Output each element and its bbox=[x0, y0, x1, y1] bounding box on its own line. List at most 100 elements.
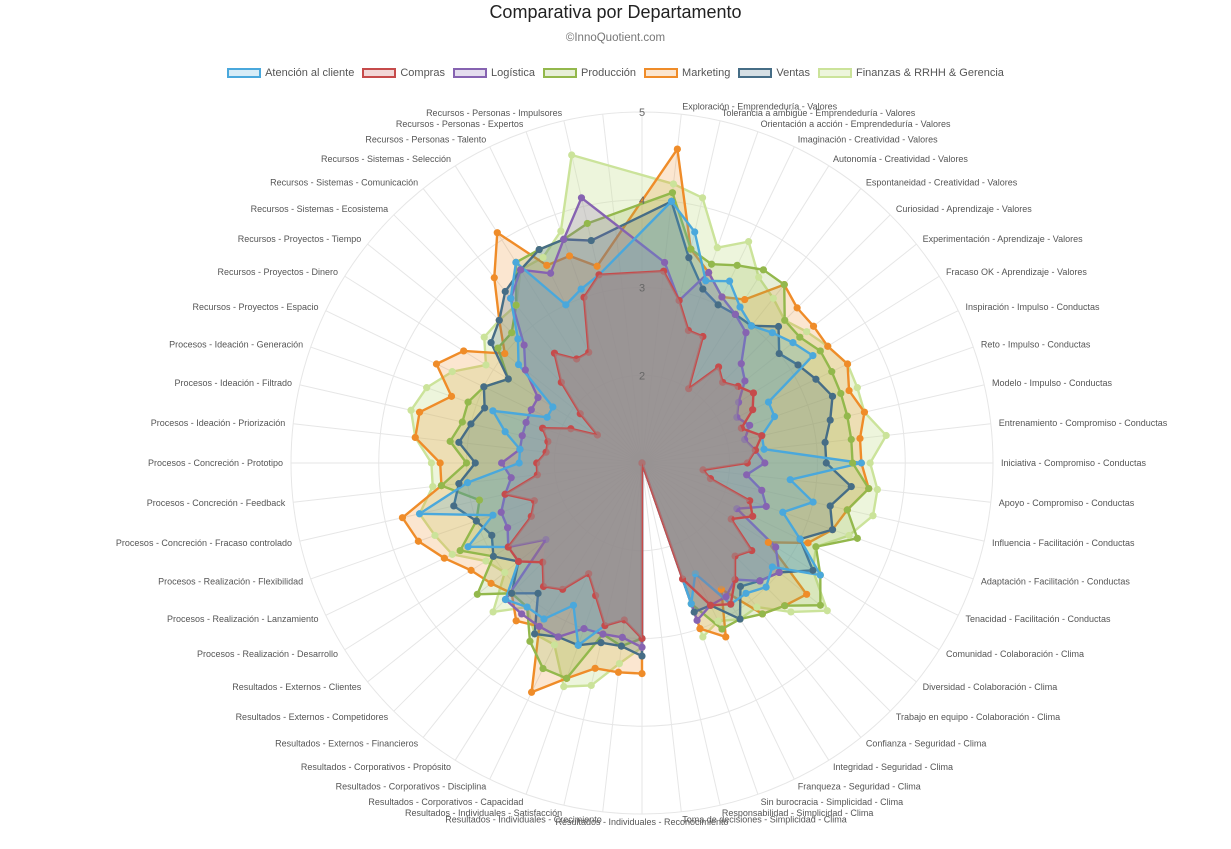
data-point[interactable] bbox=[432, 360, 441, 368]
data-point[interactable] bbox=[873, 485, 882, 494]
data-point[interactable] bbox=[534, 394, 542, 402]
data-point[interactable] bbox=[501, 428, 509, 436]
data-point[interactable] bbox=[804, 539, 812, 547]
data-point[interactable] bbox=[693, 616, 701, 624]
data-point[interactable] bbox=[448, 550, 456, 558]
data-point[interactable] bbox=[494, 344, 502, 352]
data-point[interactable] bbox=[816, 347, 824, 355]
data-point[interactable] bbox=[554, 633, 562, 641]
data-point[interactable] bbox=[761, 459, 769, 467]
data-point[interactable] bbox=[574, 641, 582, 649]
data-point[interactable] bbox=[696, 625, 704, 633]
data-point[interactable] bbox=[512, 258, 520, 266]
data-point[interactable] bbox=[781, 602, 789, 610]
data-point[interactable] bbox=[758, 486, 766, 494]
data-point[interactable] bbox=[526, 637, 534, 645]
data-point[interactable] bbox=[638, 643, 646, 651]
data-point[interactable] bbox=[769, 294, 777, 302]
data-point[interactable] bbox=[471, 459, 479, 467]
data-point[interactable] bbox=[660, 258, 669, 267]
data-point[interactable] bbox=[560, 683, 568, 691]
data-point[interactable] bbox=[569, 601, 578, 609]
data-point[interactable] bbox=[853, 534, 861, 542]
data-point[interactable] bbox=[743, 471, 751, 479]
data-point[interactable] bbox=[615, 659, 624, 668]
data-point[interactable] bbox=[749, 389, 758, 397]
data-point[interactable] bbox=[458, 418, 466, 426]
data-point[interactable] bbox=[745, 238, 753, 246]
data-point[interactable] bbox=[856, 434, 864, 443]
data-point[interactable] bbox=[489, 511, 497, 519]
data-point[interactable] bbox=[489, 608, 497, 616]
data-point[interactable] bbox=[527, 406, 535, 414]
data-point[interactable] bbox=[583, 219, 591, 228]
data-point[interactable] bbox=[577, 194, 586, 202]
data-point[interactable] bbox=[577, 285, 585, 293]
data-point[interactable] bbox=[736, 303, 744, 311]
data-point[interactable] bbox=[741, 295, 749, 304]
data-point[interactable] bbox=[667, 197, 676, 206]
data-point[interactable] bbox=[515, 459, 523, 467]
data-point[interactable] bbox=[747, 322, 756, 330]
legend-item[interactable]: Finanzas & RRHH & Gerencia bbox=[817, 67, 1004, 79]
data-point[interactable] bbox=[669, 180, 678, 188]
data-point[interactable] bbox=[793, 304, 801, 312]
data-point[interactable] bbox=[480, 383, 488, 391]
data-point[interactable] bbox=[482, 557, 490, 565]
data-point[interactable] bbox=[775, 349, 783, 358]
data-point[interactable] bbox=[746, 421, 754, 429]
data-point[interactable] bbox=[446, 437, 454, 445]
data-point[interactable] bbox=[803, 590, 811, 598]
data-point[interactable] bbox=[759, 266, 767, 274]
data-point[interactable] bbox=[699, 633, 707, 641]
data-point[interactable] bbox=[501, 595, 510, 604]
data-point[interactable] bbox=[847, 435, 855, 444]
data-point[interactable] bbox=[480, 333, 488, 341]
data-point[interactable] bbox=[742, 329, 750, 337]
data-point[interactable] bbox=[464, 398, 472, 406]
data-point[interactable] bbox=[849, 459, 857, 467]
data-point[interactable] bbox=[725, 277, 734, 285]
data-point[interactable] bbox=[543, 413, 551, 421]
data-point[interactable] bbox=[447, 392, 456, 400]
data-point[interactable] bbox=[565, 252, 574, 260]
data-point[interactable] bbox=[518, 610, 526, 618]
data-point[interactable] bbox=[504, 375, 512, 383]
data-point[interactable] bbox=[437, 481, 446, 490]
data-point[interactable] bbox=[847, 482, 855, 491]
data-point[interactable] bbox=[436, 459, 444, 467]
data-point[interactable] bbox=[821, 438, 829, 446]
legend-item[interactable]: Compras bbox=[362, 67, 445, 79]
data-point[interactable] bbox=[826, 416, 834, 424]
data-point[interactable] bbox=[713, 244, 721, 252]
data-point[interactable] bbox=[809, 498, 817, 506]
data-point[interactable] bbox=[517, 266, 525, 274]
data-point[interactable] bbox=[560, 235, 568, 243]
data-point[interactable] bbox=[772, 543, 780, 551]
data-point[interactable] bbox=[593, 262, 601, 270]
data-point[interactable] bbox=[857, 459, 865, 467]
data-point[interactable] bbox=[702, 277, 710, 285]
data-point[interactable] bbox=[843, 412, 851, 420]
data-point[interactable] bbox=[464, 543, 472, 551]
data-point[interactable] bbox=[475, 496, 484, 504]
data-point[interactable] bbox=[495, 316, 503, 324]
data-point[interactable] bbox=[749, 406, 757, 414]
data-point[interactable] bbox=[467, 420, 475, 428]
data-point[interactable] bbox=[514, 335, 522, 343]
data-point[interactable] bbox=[514, 557, 523, 566]
data-point[interactable] bbox=[698, 194, 707, 202]
data-point[interactable] bbox=[673, 145, 681, 153]
data-point[interactable] bbox=[722, 633, 730, 641]
data-point[interactable] bbox=[809, 322, 818, 330]
legend-item[interactable]: Marketing bbox=[644, 67, 730, 79]
data-point[interactable] bbox=[521, 366, 529, 374]
legend-item[interactable]: Logística bbox=[452, 67, 535, 79]
data-point[interactable] bbox=[690, 608, 698, 616]
data-point[interactable] bbox=[539, 664, 547, 673]
legend-item[interactable]: Atención al cliente bbox=[227, 67, 354, 79]
data-point[interactable] bbox=[737, 360, 745, 368]
data-point[interactable] bbox=[516, 445, 524, 453]
data-point[interactable] bbox=[789, 339, 797, 347]
data-point[interactable] bbox=[718, 625, 726, 633]
